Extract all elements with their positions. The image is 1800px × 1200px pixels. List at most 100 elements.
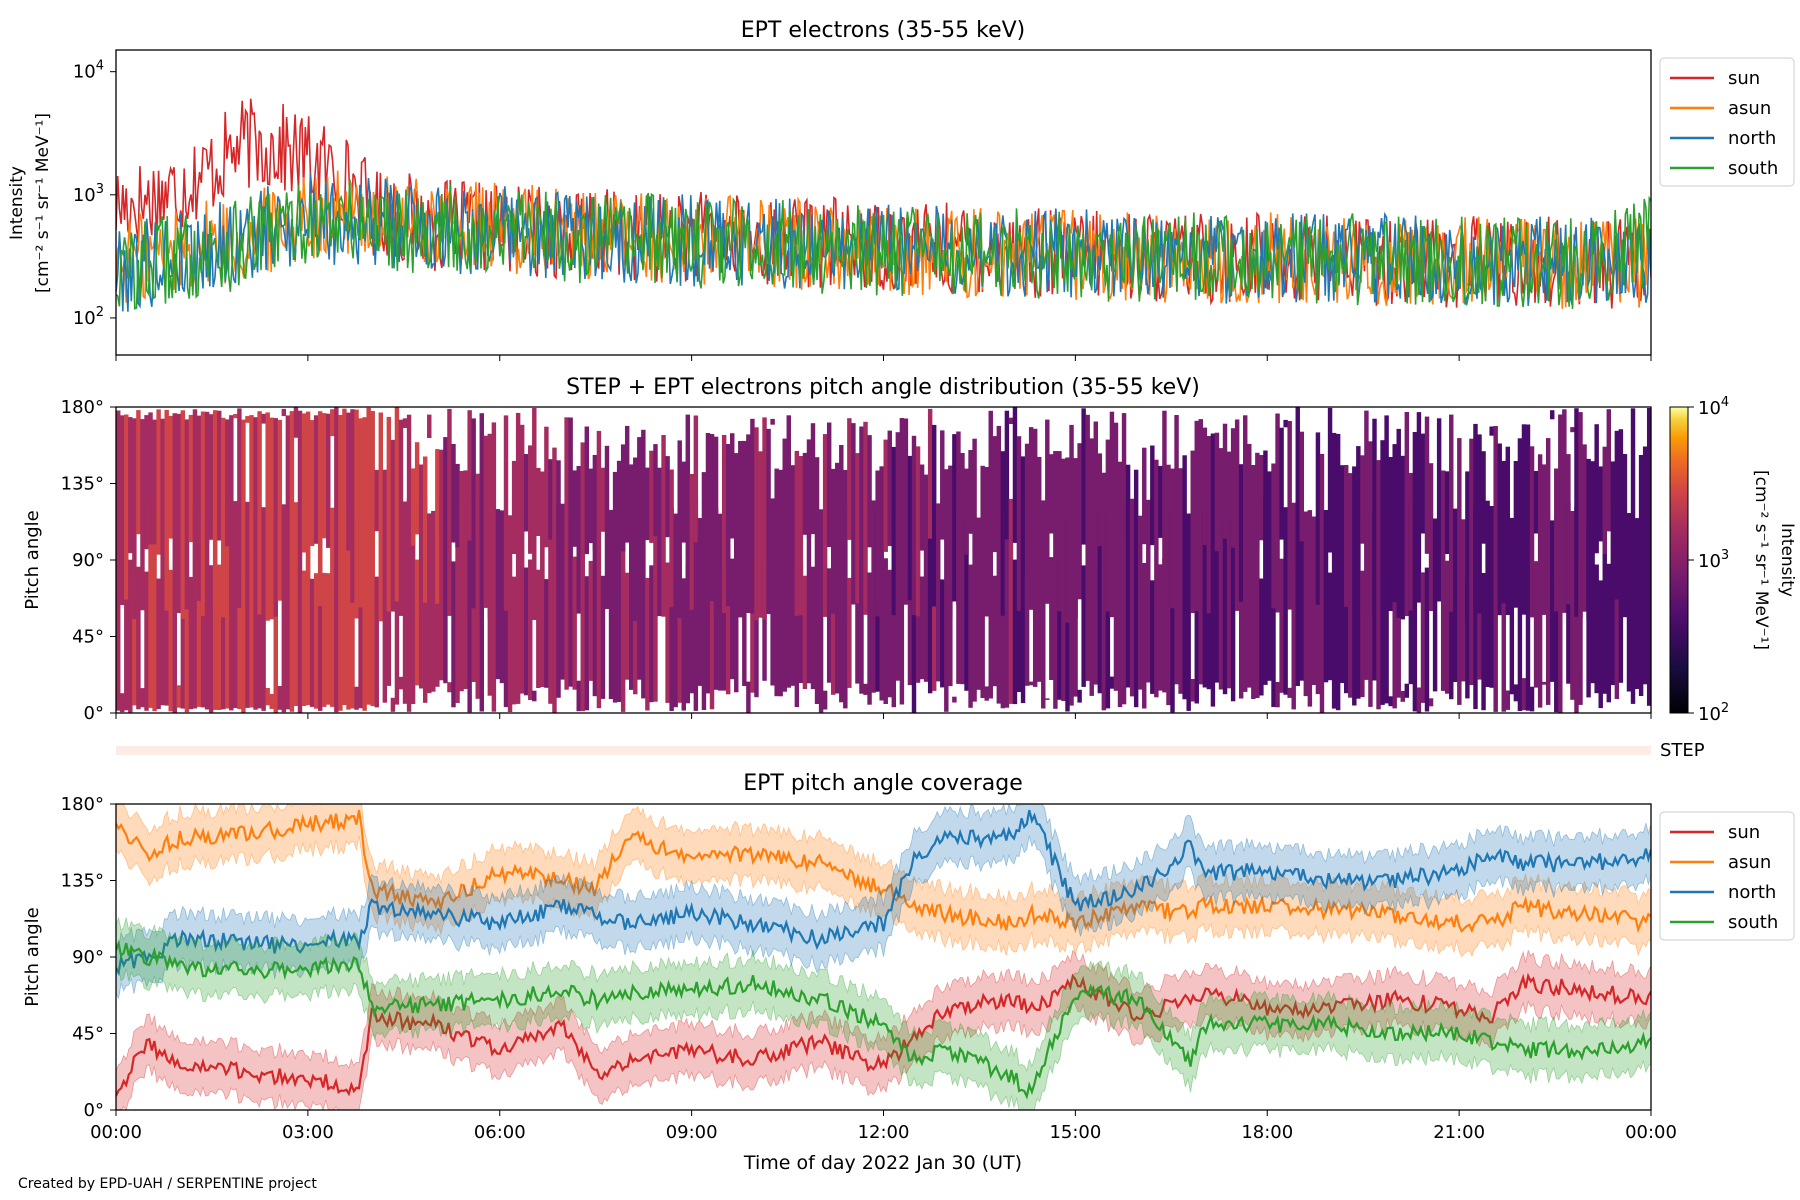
heatmap-cell: [1142, 447, 1147, 545]
heatmap-cell: [1020, 456, 1026, 704]
heatmap-cell: [936, 503, 941, 682]
heatmap-cell: [241, 580, 246, 713]
heatmap-cell: [1121, 413, 1127, 705]
heatmap-cell: [1109, 676, 1115, 689]
heatmap-cell: [867, 572, 872, 705]
heatmap-cell: [176, 685, 182, 708]
heatmap-cell: [1032, 428, 1038, 619]
heatmap-cell: [1598, 466, 1603, 542]
pad-heatmap: [116, 407, 1651, 713]
heatmap-cell: [984, 686, 989, 701]
heatmap-cell: [443, 437, 448, 684]
heatmap-cell: [1226, 451, 1232, 689]
heatmap-cell: [1461, 519, 1466, 682]
heatmap-cell: [1473, 423, 1478, 606]
heatmap-cell: [1501, 460, 1506, 604]
y-tick-label: 45°: [72, 627, 104, 648]
heatmap-cell: [1610, 575, 1616, 686]
heatmap-cell: [1271, 566, 1276, 707]
heatmap-cell: [1525, 424, 1531, 607]
heatmap-cell: [1582, 444, 1587, 612]
heatmap-cell: [721, 568, 727, 691]
heatmap-cell: [1554, 579, 1559, 713]
heatmap-cell: [390, 697, 396, 712]
heatmap-cell: [540, 471, 545, 608]
coverage-legend-label-sun: sun: [1728, 822, 1760, 843]
heatmap-cell: [313, 415, 319, 544]
y-tick-label: 180°: [61, 794, 104, 815]
heatmap-cell: [523, 454, 529, 532]
heatmap-cell: [1372, 418, 1377, 613]
heatmap-cell: [1562, 409, 1567, 613]
heatmap-cell: [1158, 564, 1163, 691]
heatmap-cell: [346, 412, 351, 551]
heatmap-cell: [1412, 432, 1418, 712]
heatmap-cell: [826, 568, 832, 683]
y-tick-label: 90°: [72, 947, 104, 968]
heatmap-cell: [1028, 681, 1034, 686]
heatmap-cell: [1618, 429, 1624, 683]
heatmap-cell: [580, 442, 585, 712]
heatmap-cell: [1299, 515, 1305, 681]
heatmap-cell: [798, 563, 804, 683]
heatmap-cell: [216, 410, 222, 541]
heatmap-cell: [802, 575, 808, 689]
heatmap-cell: [1642, 446, 1648, 685]
heatmap-cell: [766, 428, 771, 615]
heatmap-cell: [911, 435, 917, 615]
heatmap-cell: [552, 513, 557, 713]
heatmap-cell: [774, 568, 779, 697]
heatmap-cell: [475, 497, 480, 699]
heatmap-cell: [1428, 463, 1434, 611]
heatmap-cell: [439, 497, 444, 681]
heatmap-cell: [338, 414, 343, 711]
heatmap-cell: [1214, 432, 1220, 552]
x-tick-label: 12:00: [858, 1122, 910, 1143]
heatmap-cell: [600, 575, 606, 699]
heatmap-cell: [863, 683, 868, 695]
heatmap-cell: [725, 444, 731, 607]
heatmap-cell: [1574, 408, 1579, 617]
heatmap-cell: [1529, 446, 1535, 618]
heatmap-cell: [1376, 460, 1381, 710]
heatmap-cell: [245, 501, 250, 708]
pad-colorbar-label-line2: [cm⁻² s⁻¹ sr⁻¹ MeV⁻¹]: [1751, 470, 1771, 650]
heatmap-cell: [1178, 498, 1183, 694]
heatmap-cell: [730, 558, 735, 680]
heatmap-cell: [907, 455, 913, 601]
heatmap-cell: [398, 676, 404, 690]
heatmap-cell: [907, 570, 913, 686]
heatmap-cell: [1457, 438, 1462, 705]
heatmap-cell: [701, 472, 707, 617]
heatmap-cell: [1436, 418, 1442, 602]
heatmap-cell: [1303, 511, 1309, 697]
heatmap-cell: [164, 409, 169, 611]
heatmap-cell: [330, 507, 335, 707]
heatmap-cell: [1602, 512, 1607, 694]
heatmap-cell: [923, 474, 929, 613]
heatmap-cell: [1069, 424, 1074, 623]
heatmap-cell: [1081, 565, 1086, 687]
heatmap-cell: [1202, 427, 1208, 545]
heatmap-cell: [604, 445, 610, 609]
heatmap-cell: [309, 578, 315, 707]
heatmap-cell: [1008, 417, 1014, 424]
heatmap-cell: [427, 513, 432, 694]
heatmap-cell: [1408, 472, 1414, 611]
heatmap-cell: [600, 467, 606, 532]
heatmap-cell: [196, 562, 202, 707]
pad-panel: STEP + EPT electrons pitch angle distrib…: [22, 375, 1797, 725]
heatmap-cell: [1101, 472, 1107, 711]
heatmap-cell: [1550, 410, 1555, 420]
heatmap-cell: [1129, 498, 1135, 697]
x-tick-label: 21:00: [1433, 1122, 1485, 1143]
heatmap-cell: [1509, 517, 1515, 695]
heatmap-cell: [427, 414, 432, 438]
heatmap-cell: [1550, 520, 1555, 682]
heatmap-cell: [677, 440, 682, 619]
heatmap-cell: [1117, 500, 1123, 708]
heatmap-cell: [116, 506, 121, 711]
heatmap-cell: [447, 682, 452, 693]
colorbar-tick-label: 103: [1698, 548, 1729, 572]
heatmap-cell: [503, 415, 509, 611]
